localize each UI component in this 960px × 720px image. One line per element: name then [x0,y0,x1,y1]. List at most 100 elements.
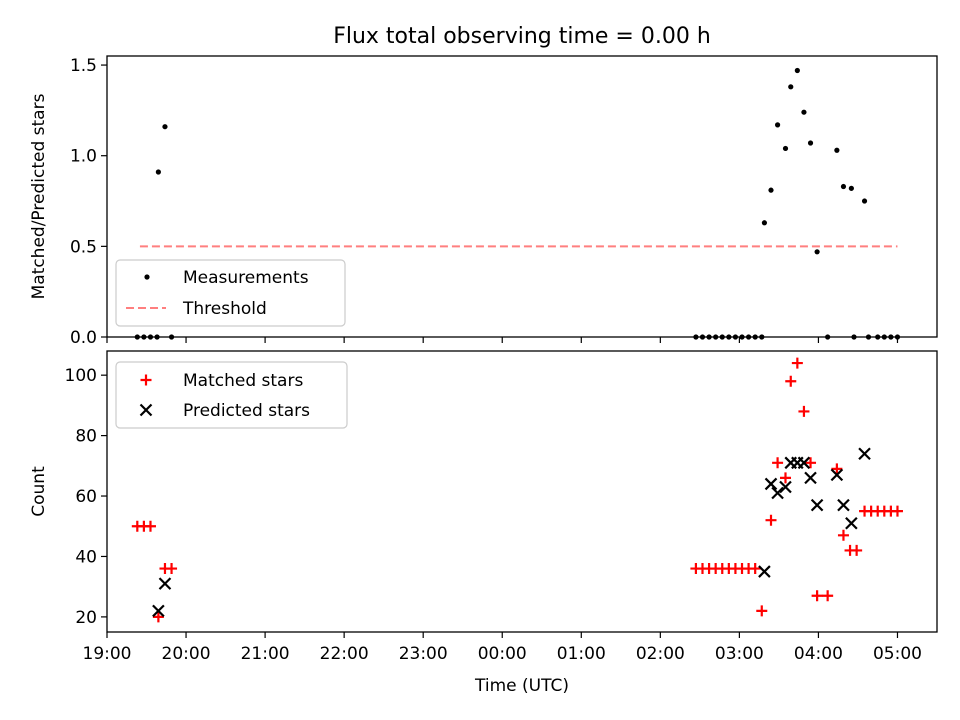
x-tick-label: 01:00 [557,644,606,664]
data-point [797,456,811,470]
data-point [845,516,858,530]
data-point [768,187,774,193]
data-point [749,563,761,575]
data-point [158,577,172,590]
plot-frame [106,55,938,338]
bottom-panel: 20 40 60 80 100 19:00 20:00 21:00 22:00 23:00 00:0… [29,350,938,696]
legend-label-predicted: Predicted stars [183,401,310,421]
data-point [166,563,178,575]
y-tick-label: 60 [75,487,97,507]
data-point [830,468,844,482]
data-point [756,605,768,617]
y-tick-label: 40 [75,547,97,567]
y-tick-label: 80 [75,427,97,447]
data-point [794,67,800,74]
data-point [147,334,154,340]
data-point [851,334,857,340]
data-point [785,375,797,387]
data-point [152,604,165,618]
data-point [865,334,872,340]
data-point [779,472,791,484]
data-point [732,334,739,340]
data-point [807,140,814,146]
data-point [891,505,903,517]
data-point [851,544,863,556]
y-tick-label: 1.0 [70,147,97,167]
data-point [837,498,850,512]
data-point [791,357,803,369]
data-point [810,498,824,512]
x-axis-label: Time (UTC) [474,676,569,696]
x-tick-label: 03:00 [715,644,764,664]
x-tick-label: 00:00 [478,644,527,664]
data-point [774,122,781,128]
data-point [155,169,161,175]
data-point [798,405,810,417]
data-point [814,249,820,255]
x-tick-label: 20:00 [162,644,211,664]
legend-bottom: Matched stars Predicted stars [115,361,348,429]
data-point [726,334,732,340]
data-point [162,124,168,130]
data-point [811,590,823,602]
data-point [144,274,150,280]
data-point [848,185,854,191]
data-point [858,447,871,461]
data-point [840,183,847,190]
data-point [837,529,849,541]
data-point [822,590,834,602]
data-point [752,334,758,340]
data-point [771,486,784,500]
data-point [152,611,164,623]
data-point [154,334,160,340]
data-point [881,334,887,340]
data-point [144,520,156,532]
data-point [706,334,712,340]
x-tick-label: 23:00 [399,644,448,664]
legend-label-threshold: Threshold [182,299,267,319]
data-point [758,565,771,578]
data-point [894,334,901,340]
legend-label-measurements: Measurements [183,268,309,288]
data-point [134,334,140,340]
data-point [719,334,725,340]
data-point [875,334,881,340]
legend-box [115,361,348,429]
plot-frame [106,350,938,633]
y-tick-label: 100 [65,366,97,386]
data-point [772,457,784,469]
legend-top: Measurements Threshold [115,259,346,327]
data-point [764,477,778,491]
data-point [761,220,768,226]
data-point [788,84,794,90]
x-tick-label: 02:00 [636,644,685,664]
x-tick-label: 19:00 [83,644,132,664]
data-point [693,334,699,340]
data-point [825,334,831,340]
data-point [804,471,817,485]
data-point [782,145,789,152]
data-point [831,463,843,475]
data-point [888,334,894,340]
data-point [765,514,777,526]
data-point [779,480,792,494]
legend-label-matched: Matched stars [183,371,303,391]
data-point [739,334,745,340]
data-point [759,334,765,340]
y-tick-label: 0.5 [70,237,97,257]
data-point [805,457,817,469]
y-tick-label: 20 [75,608,97,628]
legend-box [115,259,346,327]
data-point [140,374,152,386]
data-point [834,147,840,153]
data-point [746,334,752,340]
data-point [141,334,147,340]
top-panel: 0.0 0.5 1.0 1.5 Matched/Predicted stars Measu… [29,55,938,348]
data-point [168,334,175,340]
chart-title: Flux total observing time = 0.00 h [333,24,711,49]
y-axis-label: Matched/Predicted stars [29,93,49,299]
data-point [801,109,807,115]
y-tick-label: 1.5 [70,56,97,76]
data-point [139,403,153,417]
